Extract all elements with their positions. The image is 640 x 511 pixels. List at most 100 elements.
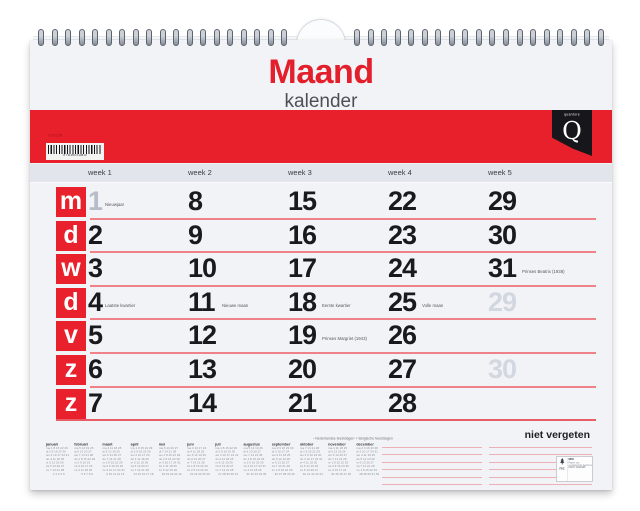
day-letter-badge: z	[56, 355, 86, 385]
mini-month: februari ma 5 12 19 26 di 6 13 20 27 wo 7 1…	[74, 442, 100, 477]
mini-week-numbers: 44 45 46 47 48	[330, 472, 351, 476]
barcode-digits: 8 711253 013813	[63, 154, 87, 157]
day-number: 13	[188, 354, 217, 384]
day-cell: 25 Volle maan	[388, 286, 484, 319]
mini-month: augustus ma 5 12 19 26 di 6 13 20 27 wo 7 1…	[243, 442, 269, 477]
day-number: 23	[388, 219, 417, 250]
mini-week-numbers: 27 28 29 30 31	[218, 472, 239, 476]
day-letter-badge: z	[56, 388, 86, 419]
day-cell: 29	[488, 185, 584, 218]
day-number: 3	[88, 253, 103, 284]
day-note: Laatste kwartier	[105, 302, 136, 308]
mini-week-numbers: 14 15 16 17 18	[133, 472, 154, 476]
day-cell: 30	[488, 219, 584, 252]
wire-loop	[132, 29, 139, 46]
mini-week-numbers: 9 10 11 12 13	[106, 472, 125, 476]
wire-loop	[516, 29, 523, 46]
day-note: Nieuwe maan	[222, 302, 249, 308]
mini-month-name: januari	[46, 442, 59, 447]
mini-month-row: zo 4 11 18 25	[74, 468, 93, 472]
mini-month-row: do 5 12 19 26	[271, 457, 291, 461]
mini-month-row: di 2 9 16 23 30	[215, 450, 236, 454]
day-cell: 17	[288, 252, 384, 285]
wire-loop	[489, 29, 496, 46]
mini-month-row: ma 4 11 18 25	[328, 446, 348, 450]
mini-month-row: ma 2 9 16 23 30	[271, 446, 294, 450]
wire-loop	[240, 29, 247, 46]
mini-month-row: wo 4 11 18 25	[271, 454, 291, 458]
mini-week-numbers: 22 23 24 25 26	[189, 472, 210, 476]
mini-month-row: ma 7 14 21 28	[299, 446, 320, 450]
wire-loop	[78, 29, 85, 46]
mini-month-row: do 4 11 18 25	[46, 457, 65, 461]
day-number: 30	[488, 219, 517, 250]
mini-month-row: vr 5 12 19 26	[215, 461, 233, 465]
note-line	[489, 461, 592, 463]
wire-loop	[475, 29, 482, 46]
mini-month: november ma 4 11 18 25 di 5 12 19 26 wo 6 1…	[328, 442, 354, 477]
mini-month-row: vr 6 13 20 27	[271, 461, 290, 465]
day-number: 29	[488, 186, 517, 216]
note-line	[382, 447, 482, 448]
calendar-grid: m d w d v z z 1 Nieuwjaar 2 3 4 Laatste kwartier 5 6 7 8…	[30, 185, 612, 422]
mini-month-row: za 1 8 15 22 29	[187, 465, 208, 469]
wire-loop	[530, 29, 537, 46]
day-number: 2	[88, 219, 103, 250]
note-line	[382, 454, 482, 456]
week-header-row: week 1 week 2 week 3 week 4 week 5	[30, 164, 612, 183]
day-number: 1	[88, 186, 103, 216]
barcode: 8 711253 013813	[46, 143, 104, 160]
mini-month-row: za 5 12 19 26	[299, 465, 319, 469]
day-cell: 14	[188, 387, 284, 420]
day-number: 30	[488, 354, 517, 384]
mini-month-row: ma 2 9 16 23 30	[356, 446, 379, 450]
mini-month-row: ma 1 8 15 22 29	[130, 446, 153, 450]
mini-month-row: ma 4 11 18 25	[102, 446, 122, 450]
mini-month-row: di 2 9 16 23 30	[46, 450, 66, 454]
mini-month: oktober ma 7 14 21 28 di 1 8 15 22 29 wo 2 …	[300, 442, 326, 477]
mini-week-numbers: 1 2 3 4 5	[53, 472, 65, 476]
mini-month-row: zo 1 8 15 22 29	[271, 468, 293, 472]
mini-week-numbers: 40 41 42 43 44	[302, 472, 323, 476]
mini-month-row: za 7 14 21 28	[356, 465, 375, 469]
wire-loop	[38, 29, 44, 46]
day-number: 7	[88, 387, 103, 418]
mini-week-numbers: 18 19 20 21 22	[161, 472, 182, 476]
note-line	[382, 461, 482, 463]
wire-loop	[281, 29, 288, 46]
mini-month: juli ma 1 8 15 22 29 di 2 9 16 23 30 wo 3 1…	[215, 442, 241, 477]
mini-month-name: mei	[158, 442, 166, 447]
day-cell: 5	[88, 319, 184, 352]
row-divider	[90, 251, 596, 254]
day-note: Prinses Beatrix (1938)	[522, 269, 565, 275]
day-number: 26	[388, 320, 417, 351]
wire-loop	[354, 29, 361, 46]
wire-loop	[584, 29, 591, 46]
wire-loop	[557, 29, 564, 46]
mini-month-row: di 3 10 17 24 31	[356, 450, 378, 454]
week-header-label: week 3	[288, 168, 312, 177]
mini-month-name: september	[271, 442, 291, 447]
day-cell: 21	[288, 387, 384, 420]
row-divider	[90, 217, 596, 220]
wire-binding	[38, 29, 604, 49]
day-letter-badge: v	[56, 321, 86, 352]
wire-loop	[146, 29, 153, 46]
fsc-mix: MIX	[568, 458, 574, 461]
day-number: 27	[388, 354, 417, 384]
mini-month-row: zo 1 8 15 22 29	[356, 468, 378, 472]
day-number: 31	[488, 253, 517, 284]
wire-loop	[543, 29, 550, 46]
mini-month-row: vr 6 13 20 27	[356, 461, 374, 465]
day-number: 11	[188, 286, 216, 317]
mini-month-row: do 4 11 18 25	[130, 457, 149, 461]
wire-loop	[105, 29, 112, 46]
day-cell: 29	[488, 286, 584, 319]
wire-loop	[227, 29, 234, 46]
mini-month-row: di 2 9 16 23 30	[130, 450, 151, 454]
mini-month-row: wo 3 10 17 24 31	[215, 454, 239, 458]
mini-month-row: di 6 13 20 27	[74, 450, 92, 454]
day-number: 28	[388, 387, 417, 418]
note-line	[489, 484, 592, 485]
mini-month-row: di 3 10 17 24	[271, 450, 290, 454]
